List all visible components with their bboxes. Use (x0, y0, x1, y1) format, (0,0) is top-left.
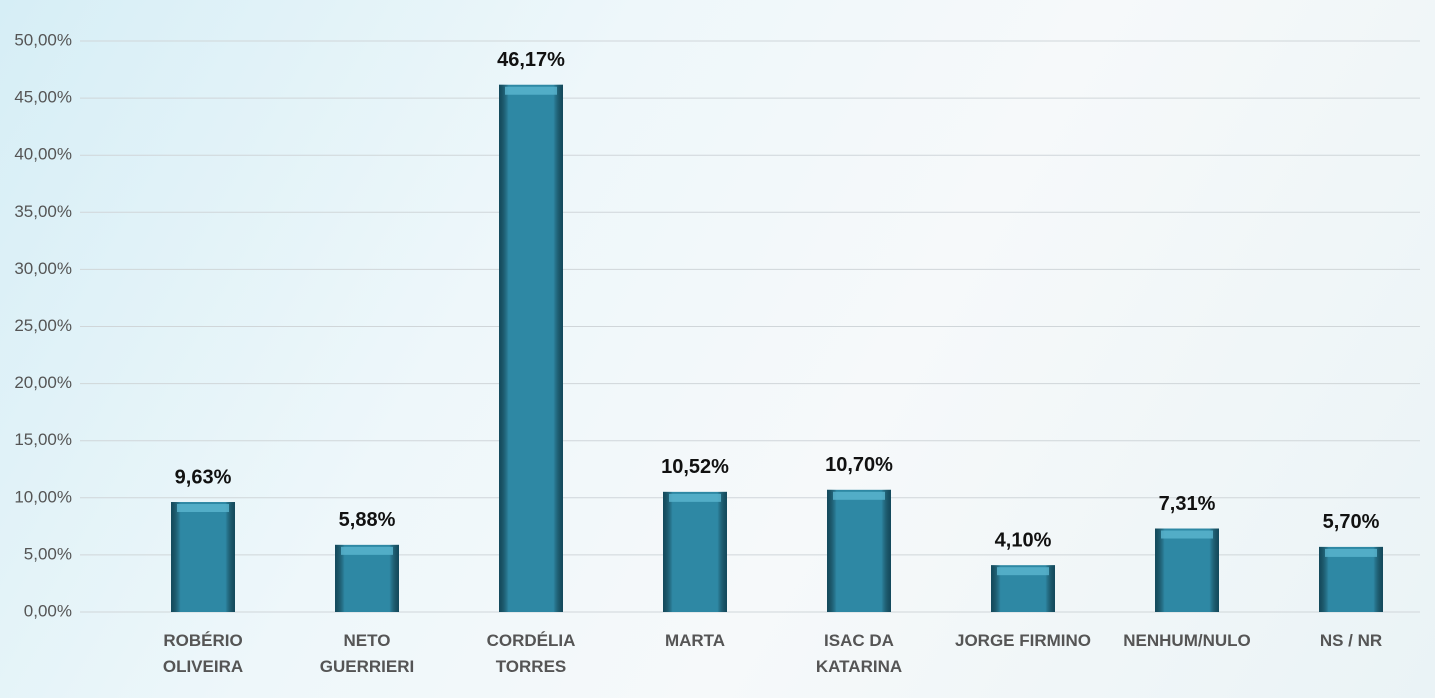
data-label: 4,10% (995, 529, 1052, 551)
y-tick-label: 30,00% (14, 259, 72, 278)
y-tick-label: 20,00% (14, 373, 72, 392)
bar-shade (499, 84, 563, 613)
bar-bevel (669, 493, 721, 502)
y-tick-label: 0,00% (24, 601, 72, 620)
x-tick-label: MARTA (664, 631, 726, 650)
bar-bevel (177, 504, 229, 513)
data-label: 9,63% (175, 466, 232, 488)
y-tick-label: 45,00% (14, 88, 72, 107)
y-tick-label: 15,00% (14, 430, 72, 449)
bar-shade (827, 489, 891, 612)
bar-shade (335, 544, 399, 612)
bar-bevel (341, 546, 393, 555)
data-label: 46,17% (497, 49, 565, 71)
bar-bevel (505, 86, 557, 95)
y-tick-label: 35,00% (14, 202, 72, 221)
data-label: 10,52% (661, 456, 729, 478)
x-tick-label: NETO GUERRIERI (319, 631, 415, 676)
bar-shade (1319, 546, 1383, 612)
bar-shade (1155, 528, 1219, 612)
bar-bevel (1325, 548, 1377, 557)
x-tick-label: ROBÉRIO OLIVEIRA (162, 631, 244, 676)
y-tick-label: 10,00% (14, 487, 72, 506)
data-label: 5,70% (1323, 511, 1380, 533)
x-tick-label: NENHUM/NULO (1123, 631, 1251, 650)
y-tick-label: 40,00% (14, 145, 72, 164)
y-tick-label: 25,00% (14, 316, 72, 335)
x-tick-label: JORGE FIRMINO (954, 631, 1091, 650)
x-tick-label: CORDÉLIA TORRES (486, 631, 576, 676)
bar-shade (171, 502, 235, 612)
bar-shade (663, 491, 727, 612)
bar-bevel (1161, 530, 1213, 539)
data-label: 7,31% (1159, 493, 1216, 515)
x-tick-label: ISAC DA KATARINA (815, 631, 903, 676)
y-tick-label: 5,00% (24, 544, 72, 563)
bar-bevel (997, 567, 1049, 576)
x-tick-label: NS / NR (1319, 631, 1383, 650)
data-label: 10,70% (825, 454, 893, 476)
bar-bevel (833, 491, 885, 500)
y-tick-label: 50,00% (14, 30, 72, 49)
data-label: 5,88% (339, 509, 396, 531)
